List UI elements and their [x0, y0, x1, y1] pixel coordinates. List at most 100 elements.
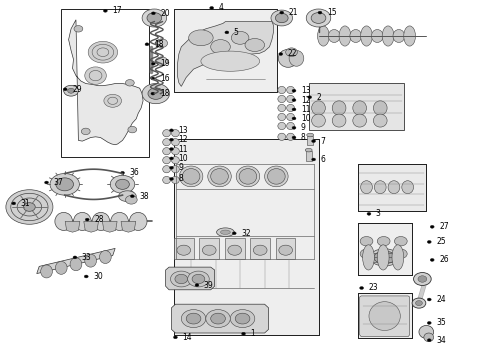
Ellipse shape — [128, 126, 137, 133]
Ellipse shape — [424, 333, 434, 342]
Ellipse shape — [12, 202, 16, 205]
Ellipse shape — [427, 321, 431, 324]
Polygon shape — [69, 20, 143, 145]
Ellipse shape — [382, 26, 394, 46]
Ellipse shape — [388, 181, 400, 194]
Ellipse shape — [232, 232, 236, 235]
Polygon shape — [172, 304, 269, 333]
Ellipse shape — [328, 30, 340, 42]
Polygon shape — [177, 22, 273, 86]
Ellipse shape — [63, 88, 67, 91]
Ellipse shape — [332, 101, 346, 115]
Ellipse shape — [220, 230, 230, 234]
Ellipse shape — [50, 174, 79, 195]
Ellipse shape — [312, 101, 325, 115]
Text: 13: 13 — [178, 126, 188, 135]
Ellipse shape — [172, 166, 179, 173]
Ellipse shape — [402, 181, 414, 194]
Text: 20: 20 — [160, 9, 170, 18]
Ellipse shape — [142, 9, 167, 27]
Ellipse shape — [332, 114, 346, 127]
Ellipse shape — [116, 179, 129, 189]
Text: 19: 19 — [160, 59, 170, 68]
Text: 24: 24 — [436, 295, 446, 304]
Ellipse shape — [74, 212, 91, 230]
Ellipse shape — [308, 96, 312, 99]
Text: 38: 38 — [139, 192, 149, 201]
Ellipse shape — [151, 62, 155, 65]
Bar — [199, 238, 219, 259]
Text: 18: 18 — [154, 40, 163, 49]
Polygon shape — [84, 221, 98, 232]
Ellipse shape — [279, 245, 293, 255]
Ellipse shape — [287, 86, 294, 94]
Ellipse shape — [85, 67, 106, 84]
Text: 25: 25 — [436, 238, 446, 246]
Ellipse shape — [292, 99, 296, 102]
Ellipse shape — [85, 218, 89, 221]
Ellipse shape — [278, 95, 286, 103]
Ellipse shape — [292, 117, 296, 120]
Ellipse shape — [170, 166, 173, 169]
Text: 7: 7 — [320, 136, 325, 145]
Ellipse shape — [170, 157, 173, 160]
Ellipse shape — [392, 245, 404, 270]
Ellipse shape — [278, 133, 286, 140]
Ellipse shape — [287, 122, 294, 130]
Ellipse shape — [70, 258, 82, 271]
Ellipse shape — [416, 301, 422, 306]
Text: 34: 34 — [436, 336, 446, 345]
Text: 17: 17 — [112, 6, 122, 15]
Ellipse shape — [170, 138, 173, 141]
Text: 6: 6 — [320, 155, 325, 164]
Ellipse shape — [377, 249, 390, 258]
Ellipse shape — [125, 80, 134, 86]
Ellipse shape — [119, 191, 136, 202]
Ellipse shape — [430, 225, 434, 228]
Ellipse shape — [292, 108, 296, 111]
Bar — [174, 139, 318, 335]
Text: 11: 11 — [178, 145, 188, 153]
Ellipse shape — [210, 6, 214, 9]
Ellipse shape — [156, 39, 168, 48]
Bar — [358, 223, 412, 275]
Ellipse shape — [278, 49, 298, 67]
Ellipse shape — [311, 13, 326, 23]
Text: 29: 29 — [72, 85, 82, 94]
Ellipse shape — [151, 92, 155, 95]
Ellipse shape — [371, 30, 383, 42]
Text: 31: 31 — [21, 199, 30, 208]
Ellipse shape — [253, 245, 267, 255]
Ellipse shape — [181, 310, 206, 328]
Bar — [174, 139, 318, 335]
Ellipse shape — [177, 245, 191, 255]
Ellipse shape — [11, 193, 48, 221]
Ellipse shape — [125, 195, 137, 204]
Ellipse shape — [374, 251, 395, 264]
Bar — [358, 293, 412, 338]
Ellipse shape — [292, 126, 296, 129]
Ellipse shape — [312, 158, 316, 161]
Text: 14: 14 — [182, 333, 192, 342]
Ellipse shape — [286, 48, 297, 57]
Ellipse shape — [145, 43, 149, 46]
Ellipse shape — [350, 30, 362, 42]
Polygon shape — [121, 221, 136, 232]
Bar — [225, 238, 245, 259]
Text: 8: 8 — [301, 133, 306, 142]
Ellipse shape — [230, 310, 255, 328]
Ellipse shape — [55, 212, 73, 230]
Ellipse shape — [239, 168, 257, 184]
Bar — [358, 223, 412, 275]
Ellipse shape — [367, 212, 371, 215]
Text: 37: 37 — [53, 178, 63, 187]
Polygon shape — [360, 296, 410, 337]
Ellipse shape — [56, 178, 74, 191]
Ellipse shape — [287, 133, 294, 140]
Bar — [174, 9, 277, 92]
Ellipse shape — [85, 254, 97, 267]
Text: 16: 16 — [160, 74, 170, 83]
Ellipse shape — [171, 271, 192, 287]
Ellipse shape — [265, 166, 288, 187]
Text: 33: 33 — [82, 253, 92, 262]
